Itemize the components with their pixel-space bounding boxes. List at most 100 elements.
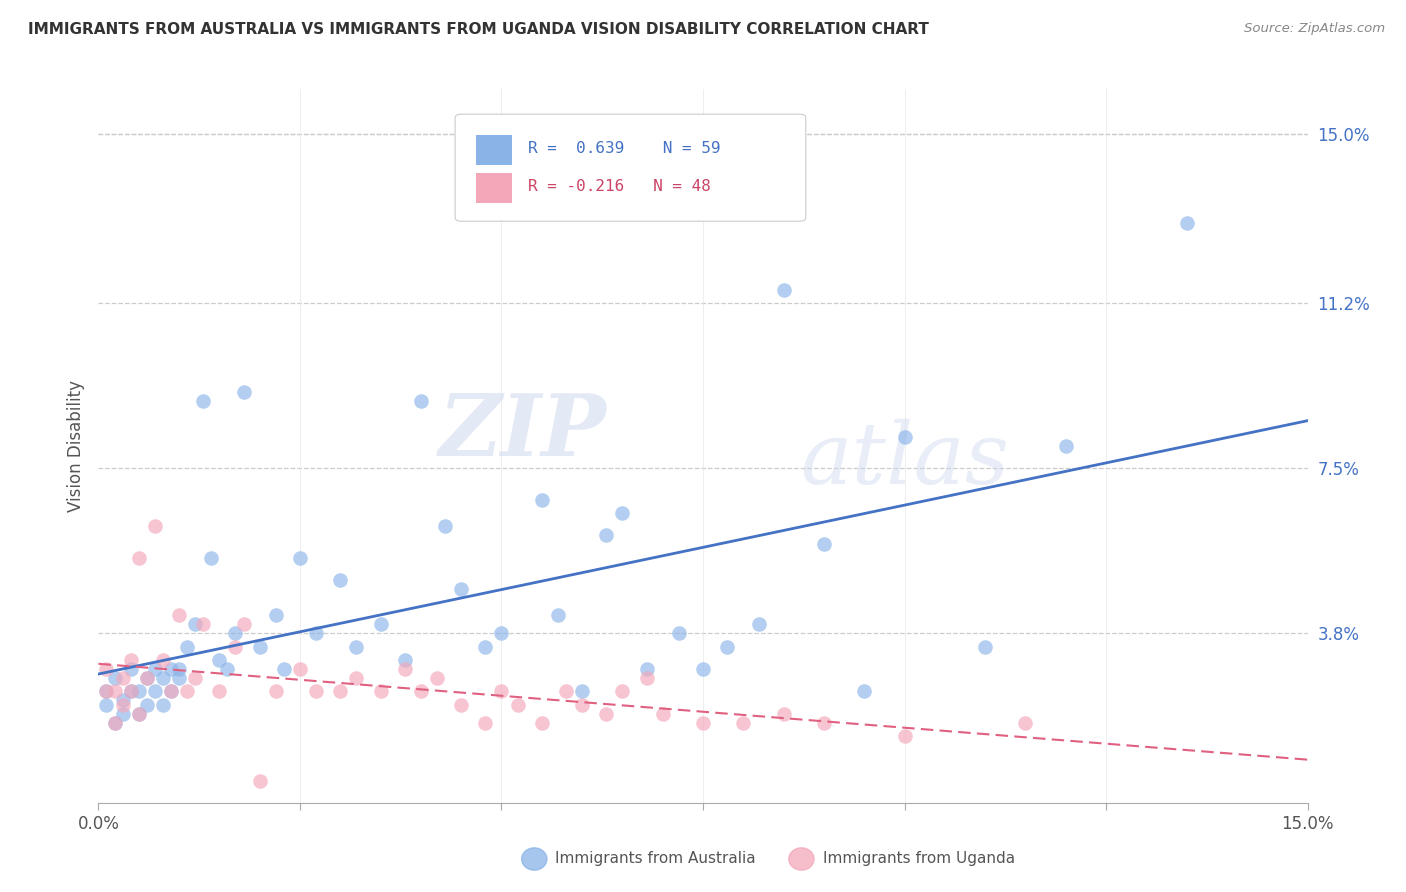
Point xyxy=(409,394,432,409)
Point xyxy=(434,519,457,533)
Point xyxy=(394,653,416,667)
Point xyxy=(208,684,231,698)
Point xyxy=(160,662,183,676)
Point xyxy=(571,698,593,712)
Point xyxy=(491,626,513,640)
Point xyxy=(370,617,392,632)
Point xyxy=(772,706,794,721)
Point xyxy=(344,671,367,685)
Point xyxy=(128,706,150,721)
Point xyxy=(193,617,215,632)
Point xyxy=(152,653,174,667)
Point xyxy=(96,684,118,698)
Point xyxy=(176,684,198,698)
Point xyxy=(733,715,755,730)
Point xyxy=(96,662,118,676)
Point xyxy=(200,550,222,565)
Text: IMMIGRANTS FROM AUSTRALIA VS IMMIGRANTS FROM UGANDA VISION DISABILITY CORRELATIO: IMMIGRANTS FROM AUSTRALIA VS IMMIGRANTS … xyxy=(28,22,929,37)
FancyBboxPatch shape xyxy=(475,173,512,203)
Point xyxy=(264,684,287,698)
Point xyxy=(217,662,239,676)
Point xyxy=(193,394,215,409)
Point xyxy=(530,492,553,507)
Point xyxy=(143,519,166,533)
Point xyxy=(96,698,118,712)
Text: Immigrants from Uganda: Immigrants from Uganda xyxy=(823,852,1015,866)
Point xyxy=(305,684,328,698)
Point xyxy=(547,608,569,623)
Point xyxy=(208,653,231,667)
Point xyxy=(111,671,134,685)
Point xyxy=(120,684,142,698)
Point xyxy=(120,684,142,698)
Point xyxy=(1054,439,1077,453)
Point xyxy=(612,684,634,698)
Point xyxy=(264,608,287,623)
Point xyxy=(595,528,617,542)
Point xyxy=(103,684,125,698)
Point xyxy=(143,662,166,676)
Point xyxy=(1175,216,1198,230)
Point xyxy=(111,693,134,707)
Point xyxy=(152,698,174,712)
Point xyxy=(329,684,352,698)
Point xyxy=(249,640,271,654)
Point xyxy=(96,684,118,698)
Point xyxy=(167,671,190,685)
Point xyxy=(111,698,134,712)
Point xyxy=(128,550,150,565)
Point xyxy=(893,430,915,444)
Text: atlas: atlas xyxy=(800,419,1010,501)
Point xyxy=(167,662,190,676)
Text: R = -0.216   N = 48: R = -0.216 N = 48 xyxy=(527,179,710,194)
Point xyxy=(491,684,513,698)
Point xyxy=(692,662,714,676)
Point xyxy=(273,662,295,676)
Point xyxy=(426,671,449,685)
Point xyxy=(530,715,553,730)
FancyBboxPatch shape xyxy=(456,114,806,221)
Point xyxy=(103,715,125,730)
Point xyxy=(135,698,157,712)
Point xyxy=(571,684,593,698)
Point xyxy=(370,684,392,698)
Point xyxy=(450,698,472,712)
Point xyxy=(232,385,254,400)
Point xyxy=(120,662,142,676)
Point xyxy=(748,617,770,632)
Point xyxy=(152,671,174,685)
Point xyxy=(143,684,166,698)
Point xyxy=(409,684,432,698)
Point xyxy=(555,684,578,698)
Point xyxy=(167,608,190,623)
Point xyxy=(224,640,246,654)
Point xyxy=(716,640,738,654)
Point xyxy=(974,640,997,654)
Point xyxy=(1014,715,1036,730)
Point xyxy=(305,626,328,640)
Point xyxy=(249,773,271,788)
Point xyxy=(128,706,150,721)
Point xyxy=(288,550,311,565)
Point xyxy=(636,662,658,676)
Point xyxy=(184,617,207,632)
Text: Source: ZipAtlas.com: Source: ZipAtlas.com xyxy=(1244,22,1385,36)
Point xyxy=(813,715,835,730)
Point xyxy=(668,626,690,640)
Point xyxy=(135,671,157,685)
Point xyxy=(893,729,915,743)
Point xyxy=(232,617,254,632)
Point xyxy=(394,662,416,676)
Point xyxy=(184,671,207,685)
Point xyxy=(813,537,835,551)
Point xyxy=(474,640,496,654)
Point xyxy=(103,671,125,685)
Text: Immigrants from Australia: Immigrants from Australia xyxy=(555,852,756,866)
Point xyxy=(612,506,634,520)
Point xyxy=(176,640,198,654)
Y-axis label: Vision Disability: Vision Disability xyxy=(66,380,84,512)
Point xyxy=(120,653,142,667)
Point xyxy=(506,698,529,712)
Point xyxy=(595,706,617,721)
Point xyxy=(135,671,157,685)
